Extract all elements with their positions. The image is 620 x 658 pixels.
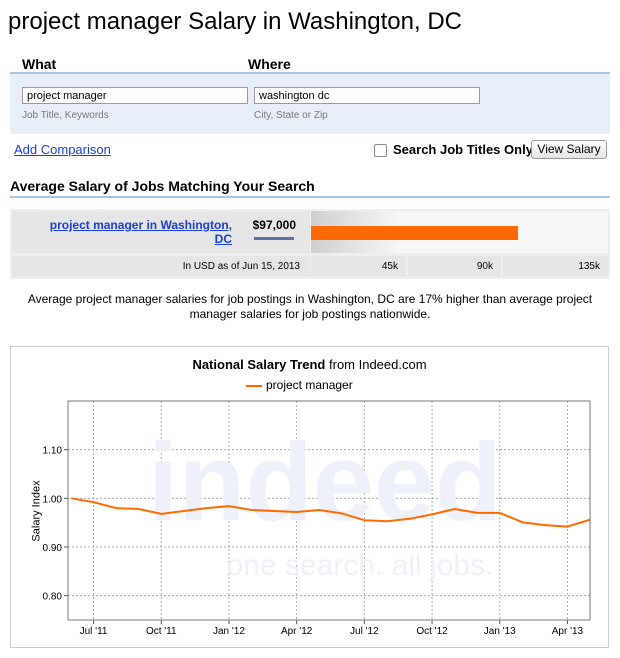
heading-divider xyxy=(10,196,610,198)
what-label: What xyxy=(22,56,57,72)
currency-note: In USD as of Jun 15, 2013 xyxy=(12,256,310,277)
x-tick-label: Jul '12 xyxy=(350,626,379,637)
job-titles-only-checkbox[interactable] xyxy=(374,144,387,157)
results-heading: Average Salary of Jobs Matching Your Sea… xyxy=(10,178,315,194)
scale-tick-45k: 45k xyxy=(311,256,406,277)
scale-tick-135k: 135k xyxy=(503,256,608,277)
x-tick-label: Oct '11 xyxy=(146,626,177,637)
legend-label: project manager xyxy=(266,378,353,392)
what-input[interactable] xyxy=(22,87,248,104)
job-titles-only-label: Search Job Titles Only xyxy=(393,142,533,157)
chart-legend: project manager xyxy=(246,378,353,392)
y-tick-label: 1.10 xyxy=(43,446,63,457)
x-tick-label: Jul '11 xyxy=(80,626,108,637)
where-label: Where xyxy=(248,56,291,72)
x-tick-label: Oct '12 xyxy=(416,626,448,637)
plot-border xyxy=(67,400,591,621)
page-title: project manager Salary in Washington, DC xyxy=(8,8,462,35)
indeed-watermark-tagline: one search. all jobs. xyxy=(227,549,494,582)
y-tick-label: 0.90 xyxy=(43,543,63,554)
chart-title-suffix: from Indeed.com xyxy=(329,357,427,372)
indeed-watermark-logo: indeed xyxy=(148,421,503,544)
series-line-project-manager xyxy=(70,497,591,528)
y-tick-label: 1.00 xyxy=(43,494,63,505)
salary-value: $97,000 xyxy=(252,218,296,232)
legend-swatch xyxy=(246,384,262,387)
chart-title: National Salary Trend from Indeed.com xyxy=(10,357,609,372)
view-salary-button[interactable]: View Salary xyxy=(531,140,607,159)
x-tick-label: Jan '13 xyxy=(484,626,516,637)
chart-title-main: National Salary Trend xyxy=(192,357,326,372)
add-comparison-link[interactable]: Add Comparison xyxy=(14,142,111,157)
x-tick-label: Apr '12 xyxy=(281,626,313,637)
y-tick-label: 0.80 xyxy=(43,592,63,603)
what-hint: Job Title, Keywords xyxy=(22,110,109,121)
where-hint: City, State or Zip xyxy=(254,110,328,121)
result-label-cell xyxy=(12,211,310,253)
scale-tick-90k: 90k xyxy=(408,256,501,277)
x-tick-label: Apr '13 xyxy=(552,626,584,637)
salary-summary: Average project manager salaries for job… xyxy=(27,292,593,321)
result-link[interactable]: project manager in Washington, DC xyxy=(49,218,232,246)
salary-bar xyxy=(311,226,518,240)
x-tick-label: Jan '12 xyxy=(213,626,245,637)
where-input[interactable] xyxy=(254,87,480,104)
salary-underline xyxy=(254,237,294,240)
